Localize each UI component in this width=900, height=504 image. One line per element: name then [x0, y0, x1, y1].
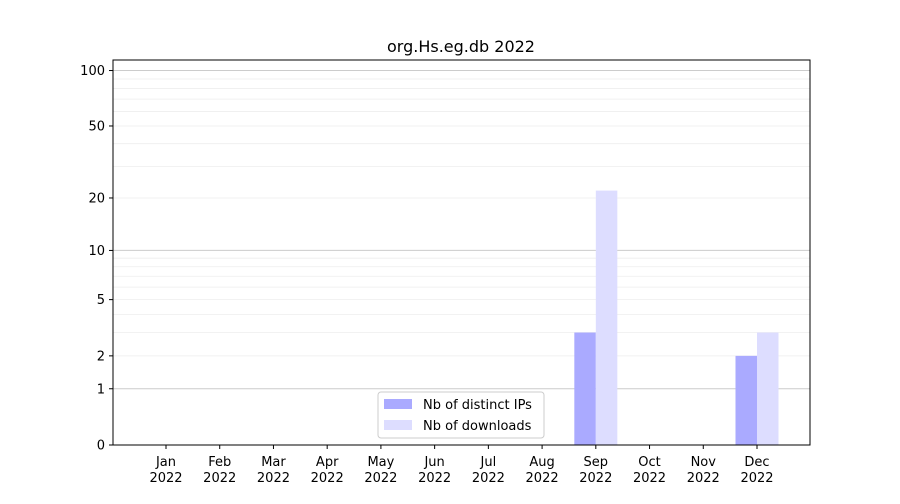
plot-frame: [112, 59, 811, 446]
x-tick-label: Jul: [480, 455, 497, 470]
x-tick-label: 2022: [740, 471, 773, 486]
x-tick-label: 2022: [418, 471, 451, 486]
x-tick-label: Nov: [691, 455, 717, 470]
x-tick-label: 2022: [633, 471, 666, 486]
legend-label: Nb of distinct IPs: [423, 398, 532, 413]
y-tick-label: 10: [88, 244, 105, 259]
x-tick-label: Apr: [316, 455, 339, 470]
legend-swatch: [384, 399, 412, 409]
x-axis: Jan2022Feb2022Mar2022Apr2022May2022Jun20…: [149, 445, 774, 486]
x-tick-label: Oct: [638, 455, 660, 470]
gridlines: [113, 70, 810, 390]
y-tick-label: 1: [97, 382, 105, 397]
x-tick-label: Aug: [529, 455, 554, 470]
x-tick-label: 2022: [257, 471, 290, 486]
x-tick-label: 2022: [364, 471, 397, 486]
x-tick-label: 2022: [311, 471, 344, 486]
x-tick-label: 2022: [579, 471, 612, 486]
y-tick-label: 2: [97, 349, 105, 364]
legend: Nb of distinct IPs Nb of downloads: [377, 391, 545, 439]
x-tick-label: 2022: [526, 471, 559, 486]
y-tick-label: 5: [97, 293, 105, 308]
x-tick-label: May: [367, 455, 394, 470]
y-tick-label: 50: [88, 119, 105, 134]
x-tick-label: 2022: [149, 471, 182, 486]
x-tick-label: Jan: [155, 455, 176, 470]
x-tick-label: Jun: [423, 455, 444, 470]
y-tick-label: 100: [80, 64, 105, 79]
bar-distinct-ips: [574, 332, 596, 445]
legend-swatch: [384, 420, 412, 430]
bar-downloads: [757, 332, 779, 445]
x-tick-label: 2022: [687, 471, 720, 486]
legend-box: [377, 391, 545, 439]
x-tick-label: Feb: [208, 455, 231, 470]
x-tick-label: Mar: [261, 455, 286, 470]
y-axis: 0 1 2 5 10 20 50 100: [80, 64, 113, 454]
x-tick-label: Sep: [584, 455, 609, 470]
y-tick-label: 20: [88, 191, 105, 206]
bars: [574, 190, 779, 445]
bar-downloads: [595, 190, 618, 445]
x-tick-label: 2022: [203, 471, 236, 486]
chart-title: org.Hs.eg.db 2022: [387, 37, 535, 56]
legend-label: Nb of downloads: [423, 419, 532, 434]
y-tick-label: 0: [97, 439, 105, 454]
x-tick-label: 2022: [472, 471, 505, 486]
x-tick-label: Dec: [744, 455, 769, 470]
bar-distinct-ips: [735, 355, 757, 445]
